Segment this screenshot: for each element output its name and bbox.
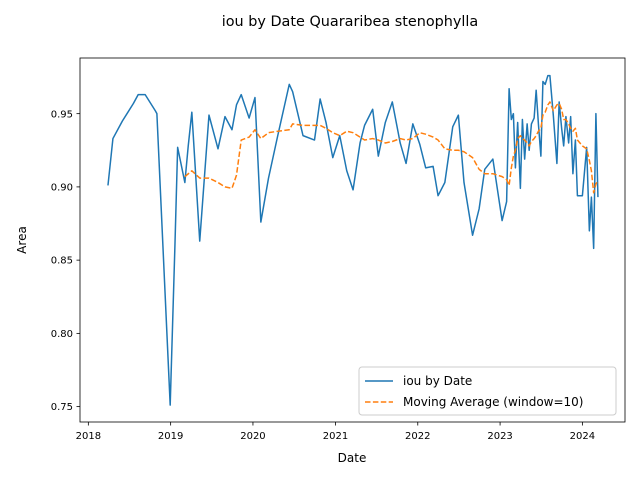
y-tick-label: 0.80 — [51, 329, 73, 340]
y-tick-label: 0.75 — [51, 402, 73, 413]
x-tick-label: 2019 — [158, 431, 183, 442]
chart-title: iou by Date Quararibea stenophylla — [222, 14, 479, 30]
legend-label-2: Moving Average (window=10) — [403, 395, 583, 409]
y-tick-label: 0.90 — [51, 183, 73, 194]
y-tick-label: 0.95 — [51, 109, 73, 120]
x-tick-label: 2022 — [405, 431, 430, 442]
x-axis-label: Date — [338, 451, 367, 465]
x-tick-label: 2020 — [240, 431, 265, 442]
legend-label-1: iou by Date — [403, 374, 472, 388]
x-tick-label: 2024 — [570, 431, 595, 442]
y-axis-label: Area — [15, 226, 29, 254]
x-tick-label: 2021 — [323, 431, 348, 442]
series-line-2 — [184, 101, 599, 194]
y-tick-label: 0.85 — [51, 256, 73, 267]
axes-frame — [79, 57, 626, 423]
plot-area — [107, 74, 599, 406]
x-tick-label: 2023 — [487, 431, 512, 442]
y-axis-ticks: 0.75 0.80 0.85 0.90 0.95 — [51, 109, 80, 413]
legend-box — [358, 366, 617, 416]
legend: iou by Date Moving Average (window=10) — [358, 366, 617, 416]
series-line-1 — [107, 74, 599, 406]
x-axis-ticks: 2018 2019 2020 2021 2022 2023 2024 — [76, 422, 595, 442]
x-tick-label: 2018 — [76, 431, 101, 442]
